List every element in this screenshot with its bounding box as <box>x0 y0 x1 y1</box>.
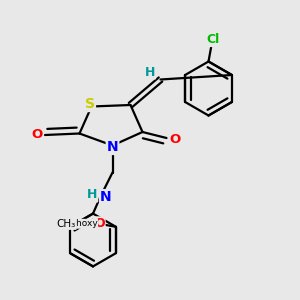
Text: N: N <box>100 190 112 204</box>
Text: Cl: Cl <box>206 33 220 46</box>
Text: CH₃: CH₃ <box>57 219 76 230</box>
Text: H: H <box>145 65 155 79</box>
Text: O: O <box>169 133 181 146</box>
Text: H: H <box>87 188 97 202</box>
Text: N: N <box>107 140 118 154</box>
Text: O: O <box>94 217 105 230</box>
Text: O: O <box>31 128 42 142</box>
Text: methoxy: methoxy <box>58 219 98 228</box>
Text: S: S <box>85 97 95 111</box>
